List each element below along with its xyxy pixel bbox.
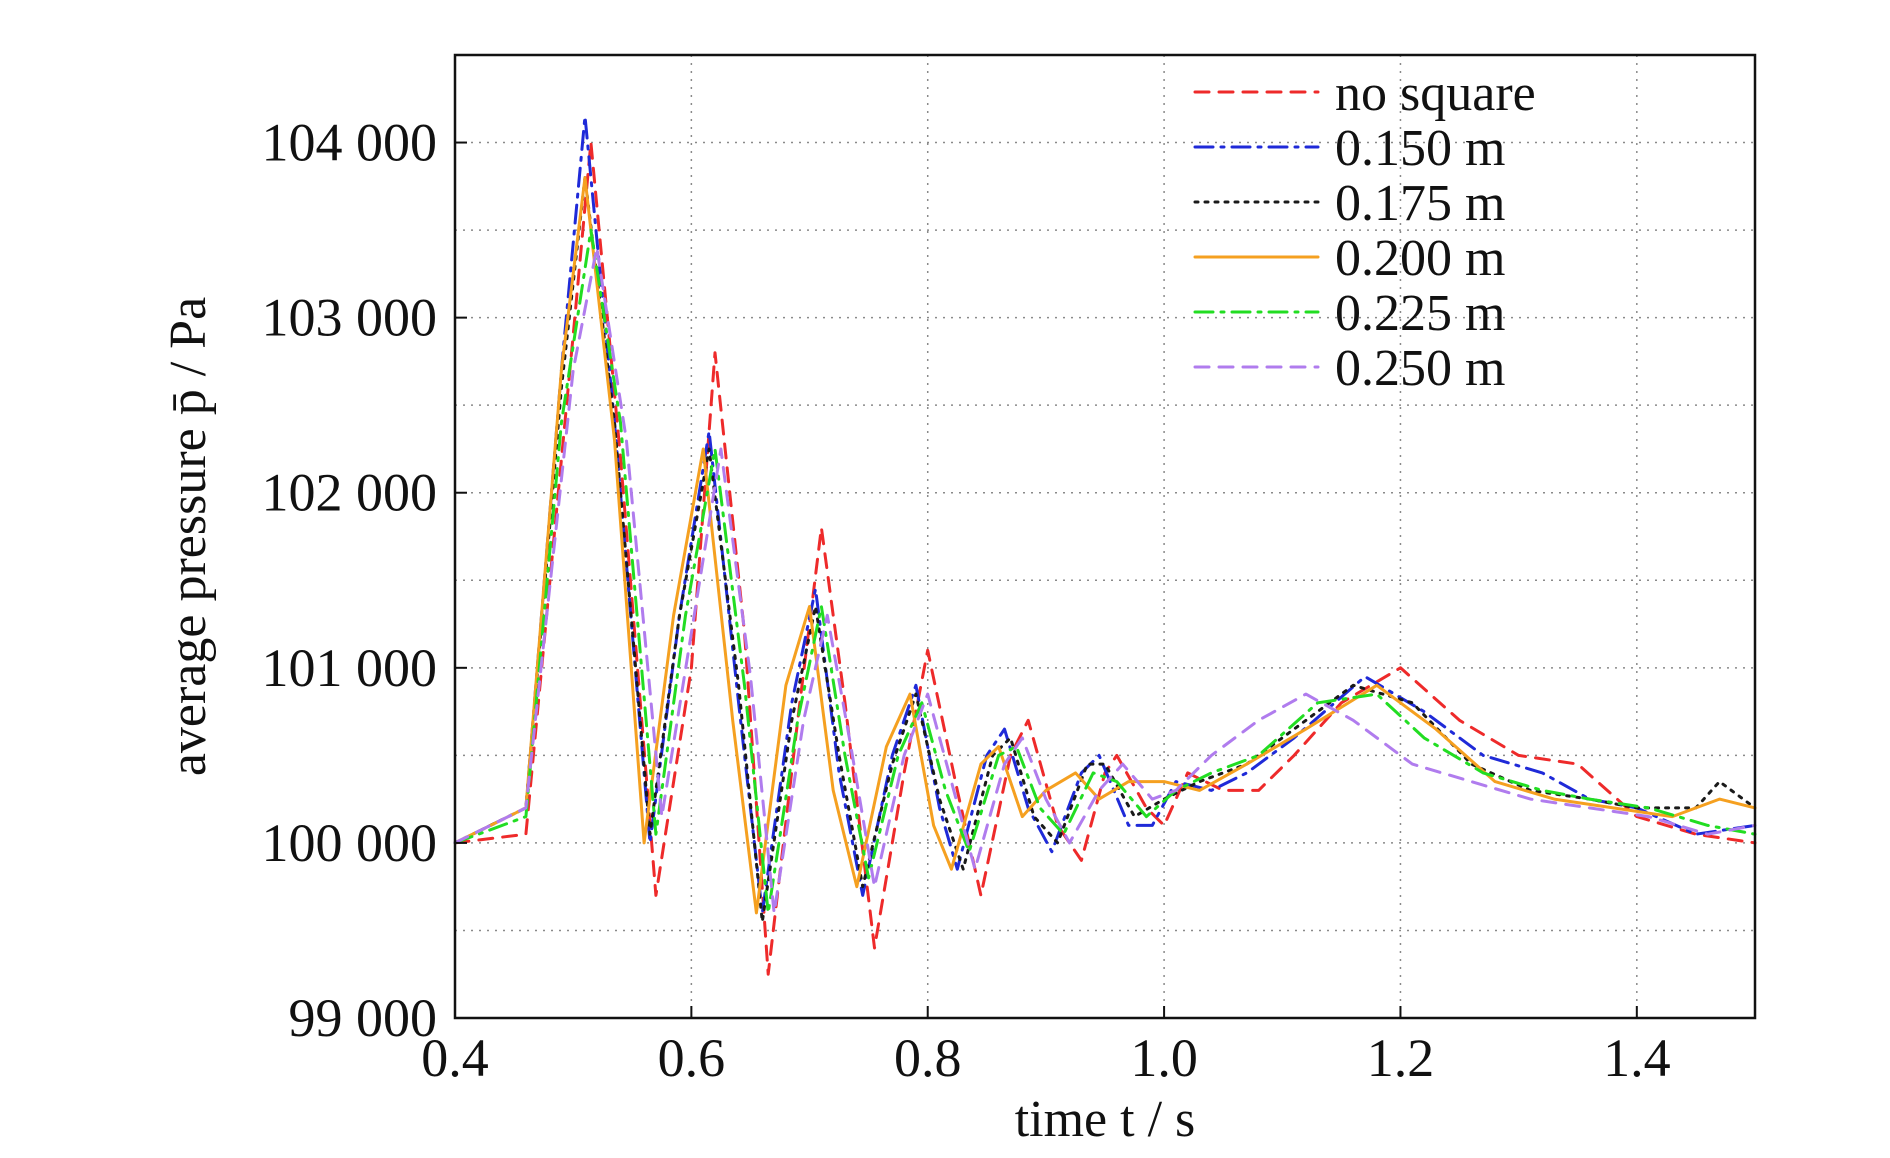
legend-label-0: no square (1335, 65, 1536, 122)
series-line-2 (453, 176, 1757, 924)
y-axis-label: average pressure p̄ / Pa (160, 297, 217, 776)
tick-layer: 0.4 0.6 0.8 1.0 1.2 1.4 99 000 100 000 101 000 10… (262, 113, 1671, 1088)
plot-frame (453, 53, 1757, 1020)
legend-label-3: 0.200 m (1335, 230, 1505, 287)
x-tick-label: 0.6 (658, 1028, 726, 1088)
legend-label-2: 0.175 m (1335, 175, 1505, 232)
y-tick-label: 103 000 (262, 288, 438, 348)
x-tick-label: 1.4 (1603, 1028, 1671, 1088)
series-line-4 (453, 228, 1757, 915)
y-tick-label: 100 000 (262, 813, 438, 873)
y-tick-label: 104 000 (262, 113, 438, 173)
legend-label-4: 0.225 m (1335, 285, 1505, 342)
y-tick-label: 101 000 (262, 638, 438, 698)
legend-label-5: 0.250 m (1335, 340, 1505, 397)
series-line-1 (453, 114, 1757, 915)
series-line-5 (453, 246, 1757, 915)
y-tick-label: 102 000 (262, 463, 438, 523)
x-tick-label: 0.4 (421, 1028, 489, 1088)
x-axis-label: time t / s (1015, 1091, 1196, 1148)
series-layer (453, 114, 1757, 976)
series-line-3 (453, 176, 1757, 915)
legend-label-1: 0.150 m (1335, 120, 1505, 177)
x-tick-label: 1.0 (1130, 1028, 1198, 1088)
x-tick-label: 1.2 (1367, 1028, 1435, 1088)
x-tick-label: 0.8 (894, 1028, 962, 1088)
y-tick-label: 99 000 (289, 988, 438, 1048)
